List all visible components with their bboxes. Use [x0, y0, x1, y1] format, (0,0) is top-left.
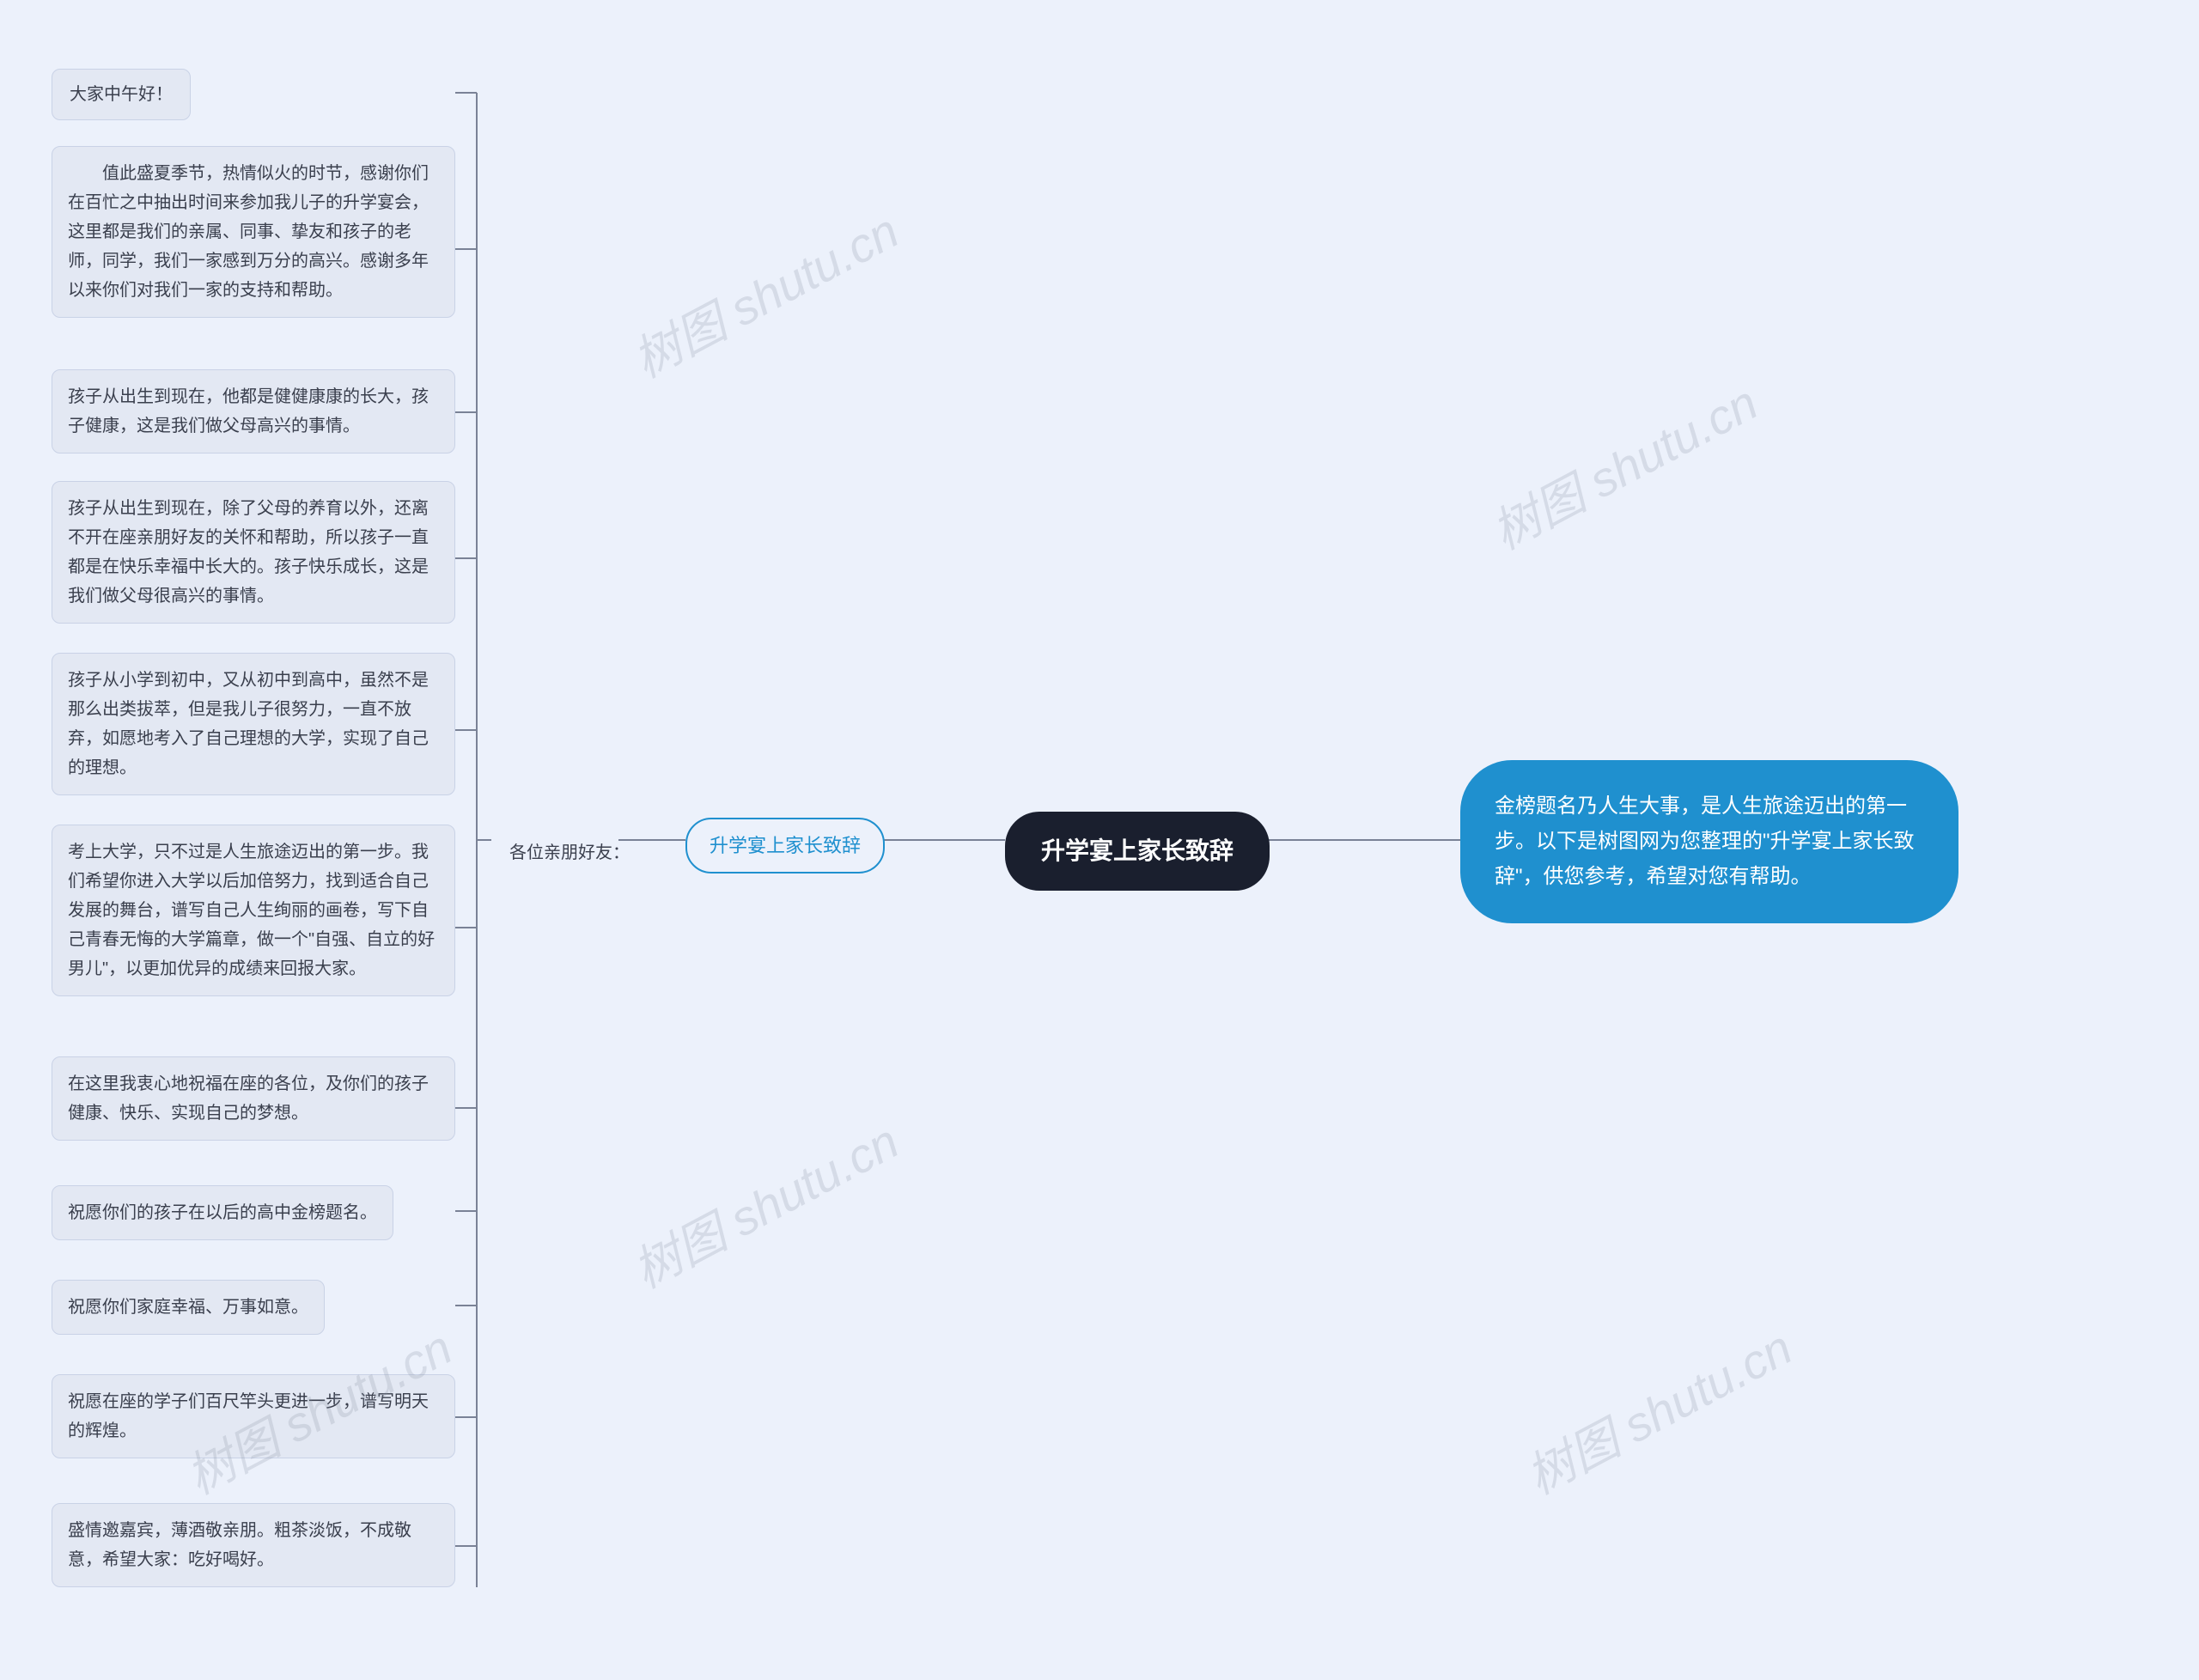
left-label-node[interactable]: 各位亲朋好友： [494, 826, 645, 880]
leaf-text: 祝愿你们的孩子在以后的高中金榜题名。 [68, 1203, 377, 1222]
leaf-node[interactable]: 考上大学，只不过是人生旅途迈出的第一步。我们希望你进入大学以后加倍努力，找到适合… [52, 825, 455, 996]
leaf-node[interactable]: 祝愿你们家庭幸福、万事如意。 [52, 1280, 325, 1335]
leaf-node[interactable]: 孩子从出生到现在，除了父母的养育以外，还离不开在座亲朋好友的关怀和帮助，所以孩子… [52, 481, 455, 624]
leaf-text: 孩子从小学到初中，又从初中到高中，虽然不是那么出类拔萃，但是我儿子很努力，一直不… [68, 671, 429, 777]
left-sub-node[interactable]: 升学宴上家长致辞 [685, 818, 885, 873]
leaf-node[interactable]: 孩子从出生到现在，他都是健健康康的长大，孩子健康，这是我们做父母高兴的事情。 [52, 369, 455, 453]
leaf-text: 大家中午好！ [70, 85, 173, 104]
left-sub-node-text: 升学宴上家长致辞 [710, 835, 861, 856]
right-branch-text: 金榜题名乃人生大事，是人生旅途迈出的第一步。以下是树图网为您整理的"升学宴上家长… [1495, 794, 1915, 888]
leaf-text: 祝愿你们家庭幸福、万事如意。 [68, 1298, 308, 1317]
left-label-text: 各位亲朋好友： [509, 843, 630, 862]
center-node[interactable]: 升学宴上家长致辞 [1005, 812, 1270, 891]
leaf-text: 孩子从出生到现在，除了父母的养育以外，还离不开在座亲朋好友的关怀和帮助，所以孩子… [68, 499, 429, 606]
leaf-node[interactable]: 大家中午好！ [52, 69, 191, 120]
leaf-text: 在这里我衷心地祝福在座的各位，及你们的孩子健康、快乐、实现自己的梦想。 [68, 1074, 429, 1123]
right-branch-node[interactable]: 金榜题名乃人生大事，是人生旅途迈出的第一步。以下是树图网为您整理的"升学宴上家长… [1460, 760, 1958, 923]
leaf-text: 考上大学，只不过是人生旅途迈出的第一步。我们希望你进入大学以后加倍努力，找到适合… [68, 843, 435, 978]
leaf-node[interactable]: 在这里我衷心地祝福在座的各位，及你们的孩子健康、快乐、实现自己的梦想。 [52, 1056, 455, 1141]
leaf-text: 值此盛夏季节，热情似火的时节，感谢你们在百忙之中抽出时间来参加我儿子的升学宴会，… [68, 164, 429, 300]
leaf-node[interactable]: 值此盛夏季节，热情似火的时节，感谢你们在百忙之中抽出时间来参加我儿子的升学宴会，… [52, 146, 455, 318]
leaf-node[interactable]: 盛情邀嘉宾，薄酒敬亲朋。粗茶淡饭，不成敬意，希望大家：吃好喝好。 [52, 1503, 455, 1587]
leaf-text: 孩子从出生到现在，他都是健健康康的长大，孩子健康，这是我们做父母高兴的事情。 [68, 387, 429, 435]
center-node-text: 升学宴上家长致辞 [1041, 837, 1234, 864]
leaf-node[interactable]: 祝愿你们的孩子在以后的高中金榜题名。 [52, 1185, 393, 1240]
leaf-node[interactable]: 祝愿在座的学子们百尺竿头更进一步，谱写明天的辉煌。 [52, 1374, 455, 1458]
leaf-text: 祝愿在座的学子们百尺竿头更进一步，谱写明天的辉煌。 [68, 1392, 429, 1440]
leaf-text: 盛情邀嘉宾，薄酒敬亲朋。粗茶淡饭，不成敬意，希望大家：吃好喝好。 [68, 1521, 411, 1569]
leaf-node[interactable]: 孩子从小学到初中，又从初中到高中，虽然不是那么出类拔萃，但是我儿子很努力，一直不… [52, 653, 455, 795]
